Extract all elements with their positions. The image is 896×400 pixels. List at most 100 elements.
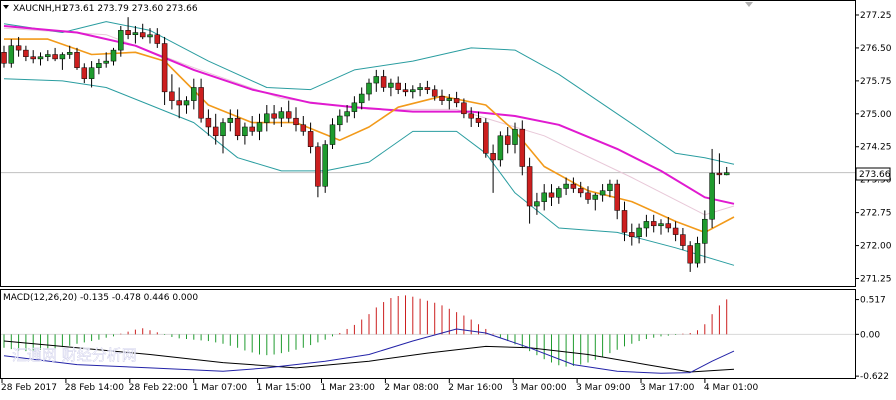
candle[interactable]: [483, 118, 489, 158]
candle[interactable]: [702, 210, 708, 264]
candle[interactable]: [431, 85, 438, 101]
candle[interactable]: [307, 122, 314, 154]
candle[interactable]: [388, 78, 394, 97]
candle[interactable]: [81, 63, 88, 84]
candle[interactable]: [687, 241, 693, 272]
candle[interactable]: [680, 228, 686, 250]
candle[interactable]: [607, 179, 613, 198]
candle[interactable]: [1, 45, 7, 68]
candle[interactable]: [650, 214, 657, 233]
candle[interactable]: [212, 113, 219, 145]
candle[interactable]: [147, 28, 153, 44]
candle[interactable]: [629, 223, 635, 246]
price-pane[interactable]: [1, 17, 855, 272]
candle[interactable]: [380, 69, 387, 92]
candle[interactable]: [125, 17, 131, 40]
candle[interactable]: [278, 107, 285, 127]
candle[interactable]: [475, 111, 482, 127]
candle[interactable]: [118, 25, 124, 57]
candle[interactable]: [300, 116, 307, 136]
candle[interactable]: [716, 153, 723, 185]
candle[interactable]: [285, 100, 292, 123]
candle[interactable]: [563, 177, 569, 196]
candle[interactable]: [614, 179, 620, 220]
candle[interactable]: [592, 192, 599, 211]
scroll-marker-icon[interactable]: [745, 2, 753, 7]
candle[interactable]: [183, 96, 190, 114]
candle[interactable]: [315, 142, 321, 198]
candle[interactable]: [264, 105, 270, 132]
candle[interactable]: [52, 47, 58, 62]
candle[interactable]: [15, 36, 22, 57]
candle[interactable]: [526, 157, 533, 224]
candle[interactable]: [446, 94, 453, 110]
candle[interactable]: [358, 87, 365, 110]
candle[interactable]: [256, 113, 263, 141]
candle[interactable]: [59, 52, 66, 70]
candle[interactable]: [672, 221, 679, 242]
candle[interactable]: [665, 217, 672, 233]
candle[interactable]: [439, 89, 445, 106]
candle[interactable]: [424, 80, 431, 95]
candle[interactable]: [74, 47, 80, 70]
candle[interactable]: [234, 109, 241, 141]
candle[interactable]: [205, 109, 212, 136]
candle[interactable]: [417, 83, 423, 97]
candle[interactable]: [541, 184, 547, 211]
candle[interactable]: [490, 144, 496, 193]
candle[interactable]: [504, 126, 511, 154]
candle[interactable]: [88, 61, 95, 88]
candle[interactable]: [227, 109, 234, 132]
candle[interactable]: [23, 45, 29, 62]
candle[interactable]: [191, 78, 197, 110]
candle[interactable]: [176, 87, 182, 119]
candle[interactable]: [556, 186, 562, 204]
candle[interactable]: [198, 78, 204, 123]
candle[interactable]: [636, 223, 642, 244]
candle[interactable]: [154, 28, 161, 48]
candle[interactable]: [410, 85, 416, 99]
candle[interactable]: [709, 148, 715, 228]
candle[interactable]: [169, 74, 175, 110]
candle[interactable]: [512, 122, 518, 154]
candle[interactable]: [249, 116, 255, 136]
candle[interactable]: [139, 23, 146, 40]
candle[interactable]: [395, 76, 401, 95]
candle[interactable]: [366, 78, 372, 101]
candle[interactable]: [468, 107, 474, 127]
candle[interactable]: [351, 96, 358, 119]
candle[interactable]: [103, 52, 109, 68]
candle[interactable]: [548, 184, 555, 207]
candle[interactable]: [453, 91, 460, 108]
expand-triangle-icon[interactable]: [3, 5, 9, 9]
candle[interactable]: [621, 201, 628, 242]
candle[interactable]: [694, 236, 701, 268]
candle[interactable]: [293, 107, 299, 132]
candle[interactable]: [329, 118, 336, 149]
candle[interactable]: [220, 118, 226, 154]
candle[interactable]: [132, 25, 139, 44]
candle[interactable]: [271, 105, 277, 125]
candle[interactable]: [577, 181, 584, 198]
candle[interactable]: [570, 177, 577, 193]
candle[interactable]: [344, 105, 350, 123]
candle[interactable]: [66, 45, 73, 59]
candle[interactable]: [161, 36, 168, 106]
candle[interactable]: [37, 52, 44, 66]
candle[interactable]: [497, 131, 504, 167]
candle[interactable]: [599, 184, 606, 202]
candle[interactable]: [96, 58, 102, 75]
candle[interactable]: [643, 214, 650, 237]
macd-pane[interactable]: [1, 295, 855, 374]
candle[interactable]: [30, 50, 36, 64]
candle[interactable]: [322, 140, 328, 193]
candle[interactable]: [658, 219, 664, 235]
candle[interactable]: [8, 39, 15, 68]
candle[interactable]: [373, 69, 380, 92]
candle[interactable]: [723, 166, 730, 176]
candle[interactable]: [110, 47, 117, 66]
candle[interactable]: [519, 120, 526, 176]
candle[interactable]: [461, 98, 467, 119]
candle[interactable]: [534, 192, 540, 215]
